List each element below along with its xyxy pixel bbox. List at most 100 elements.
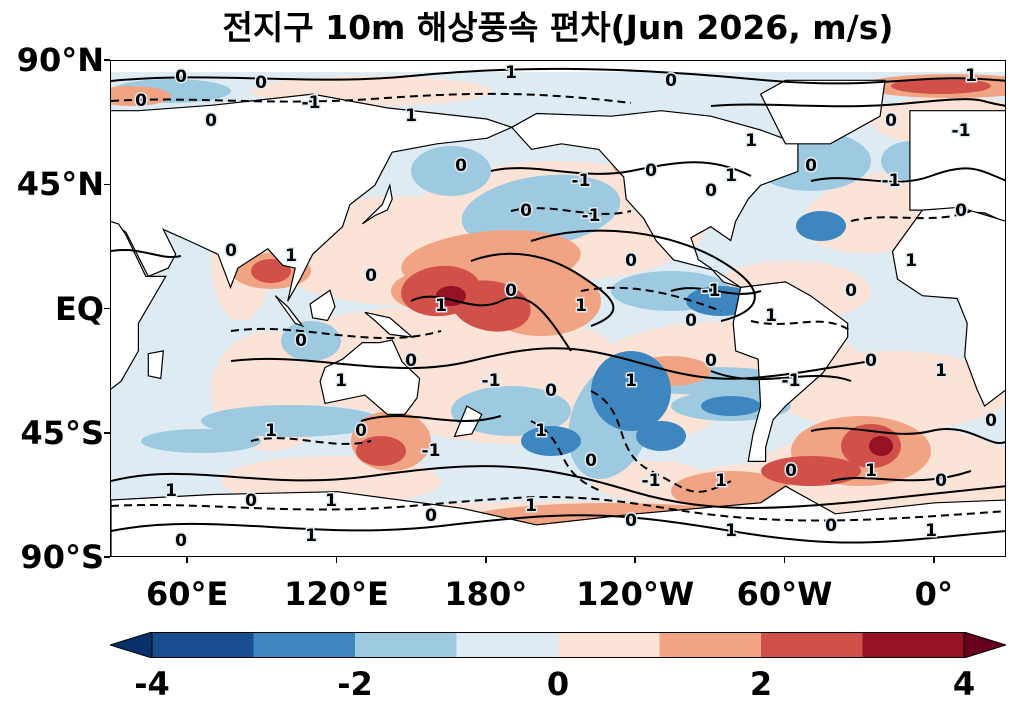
contour-label: 0	[705, 181, 717, 201]
contour-label: 0	[245, 491, 257, 511]
contour-label: 0	[985, 411, 997, 431]
colorbar-tick-label: 4	[952, 665, 976, 703]
contour-label: 0	[505, 281, 517, 301]
contour-line	[830, 470, 972, 482]
contour-label: 0	[520, 201, 532, 221]
anomaly-patch	[461, 174, 621, 248]
anomaly-patch	[701, 396, 761, 416]
contour-label: 0	[135, 91, 147, 111]
land-madagascar	[147, 350, 164, 380]
contour-line	[670, 287, 762, 295]
contour-line	[111, 495, 1005, 522]
lon-label: 60°E	[145, 575, 229, 613]
anomaly-patch	[251, 259, 291, 283]
contour-label: 1	[505, 63, 517, 83]
colorbar-tick-label: 0	[546, 665, 570, 703]
contour-label: 0	[625, 251, 637, 271]
lon-label: 120°E	[284, 575, 389, 613]
land-greenland	[759, 79, 886, 145]
colorbar-outline	[151, 632, 965, 658]
anomaly-patch	[451, 280, 531, 332]
colorbar-under-arrow	[110, 632, 153, 658]
anomaly-patch	[521, 426, 581, 456]
contour-label: -1	[882, 171, 901, 191]
contour-label: 0	[935, 471, 947, 491]
contour-label: 1	[725, 166, 737, 186]
land-australia	[319, 339, 421, 415]
lat-label: 90°N	[16, 41, 104, 79]
colorbar-tick-label: -2	[337, 665, 373, 703]
contour-layer	[111, 67, 1005, 544]
contour-label: 1	[325, 491, 337, 511]
land-africa	[111, 221, 167, 390]
contour-line	[250, 437, 372, 445]
contour-label: 1	[865, 461, 877, 481]
contour-line	[530, 420, 602, 492]
lon-label: 0°	[914, 575, 953, 613]
contour-label: 1	[285, 246, 297, 266]
contour-label: -1	[642, 471, 661, 491]
contour-label: 1	[575, 296, 587, 316]
contour-label: 1	[905, 251, 917, 271]
contour-line	[710, 98, 1005, 108]
land-south-america	[732, 281, 849, 462]
contour-line	[750, 320, 852, 332]
contour-line	[111, 514, 1005, 544]
contour-line	[530, 229, 756, 322]
contour-label: 0	[705, 351, 717, 371]
lon-tick	[933, 557, 935, 563]
contour-label: 0	[405, 351, 417, 371]
contour-label: -1	[782, 371, 801, 391]
lat-tick	[104, 432, 110, 434]
contour-label: 1	[435, 296, 447, 316]
colorbar-tick-label: -4	[134, 665, 170, 703]
colorbar-segment	[862, 632, 964, 658]
lat-tick	[104, 556, 110, 558]
contour-label: 1	[305, 526, 317, 546]
anomaly-patch	[411, 146, 491, 196]
contour-label: 1	[925, 521, 937, 541]
anomaly-patch	[771, 351, 1005, 431]
contour-label: -1	[582, 206, 601, 226]
contour-line	[810, 167, 1005, 183]
lat-tick	[104, 307, 110, 310]
anomaly-patch	[636, 421, 686, 451]
contour-label: 0	[665, 71, 677, 91]
anomaly-patch	[796, 211, 846, 241]
anomaly-patch	[356, 436, 406, 466]
contour-label: 0	[255, 73, 267, 93]
contour-label: 0	[225, 241, 237, 261]
lat-label: 45°S	[20, 413, 104, 452]
contour-label: 1	[725, 521, 737, 541]
arctic-mask	[111, 61, 1005, 73]
colorbar-segment	[253, 632, 355, 658]
anomaly-patch	[671, 471, 791, 511]
contour-label: 1	[935, 361, 947, 381]
contour-label: 0	[455, 156, 467, 176]
anomaly-patch	[141, 429, 261, 453]
contour-line	[360, 415, 502, 422]
map-title: 전지구 10m 해상풍속 편차(Jun 2026, m/s)	[222, 8, 894, 47]
contour-line	[230, 327, 442, 340]
contour-label: 0	[175, 67, 187, 87]
colorbar-segment	[355, 632, 457, 658]
contour-line	[580, 286, 722, 312]
lon-label: 60°W	[736, 575, 833, 613]
contour-label: 1	[715, 471, 727, 491]
contour-label: 0	[825, 516, 837, 536]
contour-label: 1	[405, 106, 417, 126]
contour-label: 1	[535, 421, 547, 441]
contour-label: 1	[625, 371, 637, 391]
land-borneo	[309, 289, 336, 322]
lon-label: 120°W	[576, 575, 695, 613]
contour-label: -1	[482, 371, 501, 391]
contour-line	[111, 67, 1005, 85]
land-africa-wrap	[891, 206, 1005, 408]
contour-label: 0	[785, 461, 797, 481]
land-eurasia	[111, 93, 514, 302]
colorbar-segment	[558, 632, 660, 658]
lat-label: EQ	[54, 289, 104, 328]
contour-label: 0	[685, 311, 697, 331]
contour-line	[490, 161, 752, 177]
